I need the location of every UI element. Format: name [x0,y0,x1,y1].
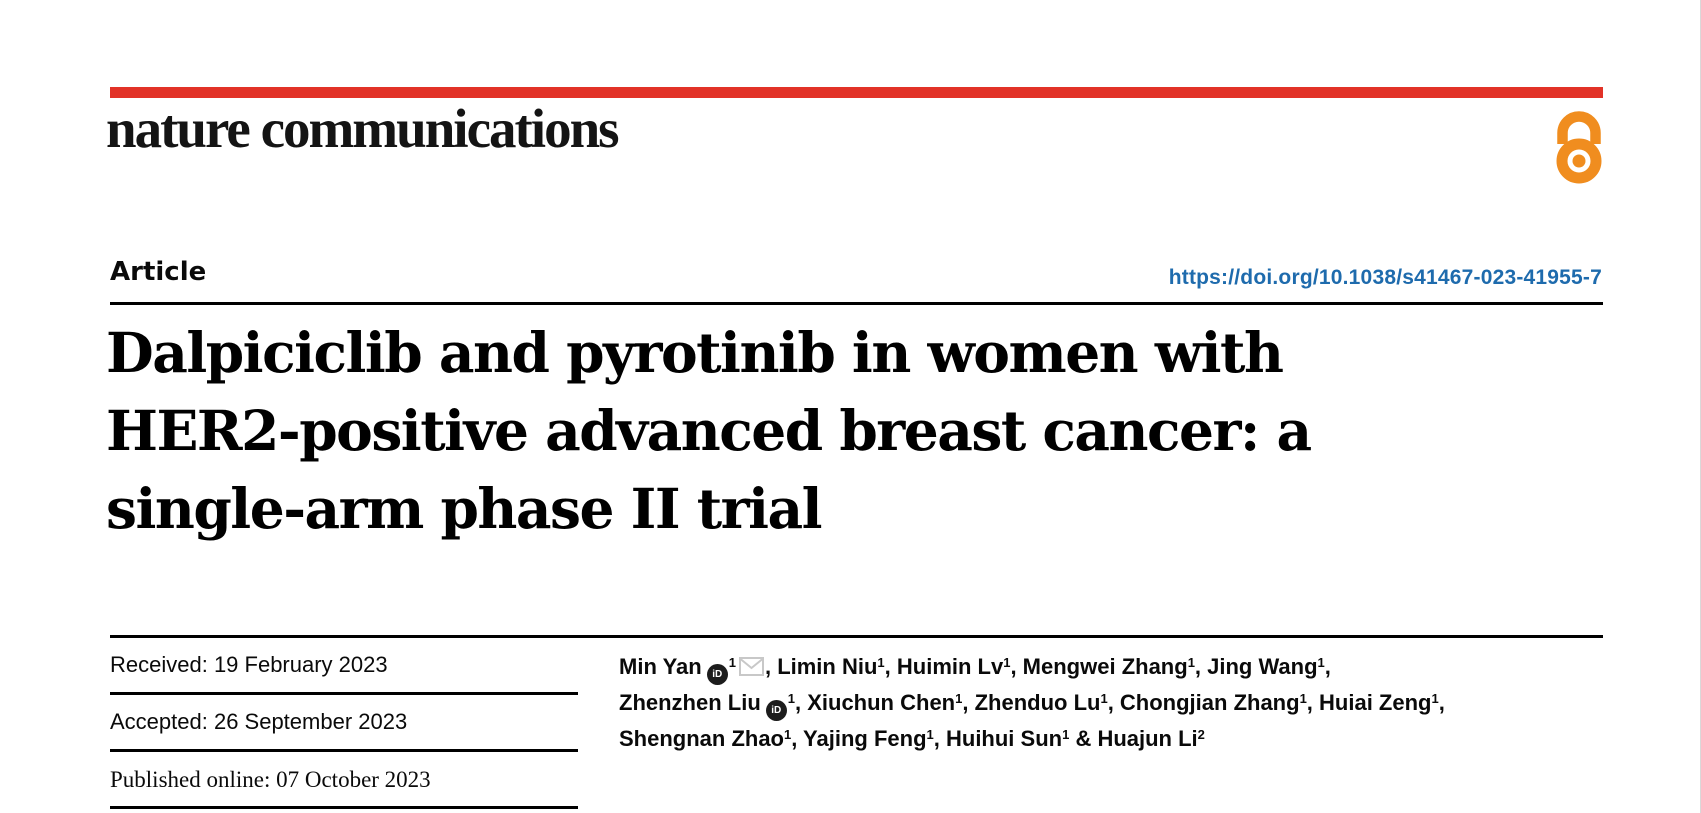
author-name-text: , Huiai Zeng [1306,690,1432,715]
dates-rule-3 [110,806,578,809]
article-type-label: Article [110,257,207,287]
author-line: Shengnan Zhao1, Yajing Feng1, Huihui Sun… [619,717,1445,753]
affiliation-superscript: 1 [1003,655,1011,670]
dates-rule-2 [110,749,578,752]
author-name-text: , Limin Niu [764,654,878,679]
author-name-text: , Mengwei Zhang [1010,654,1188,679]
title-block-rule [110,635,1603,638]
padlock-keyhole [1572,154,1586,168]
title-line-1: Dalpiciclib and pyrotinib in women with [106,320,1284,385]
affiliation-superscript: 1 [1317,655,1325,670]
author-name-text: & Huajun Li [1069,726,1198,751]
email-envelope-icon[interactable] [738,657,764,676]
title-line-2: HER2-positive advanced breast cancer: a [106,398,1312,463]
affiliation-superscript: 1 [784,727,792,742]
open-access-icon [1556,111,1602,184]
affiliation-superscript: 1 [1187,655,1195,670]
title-line-3: single-arm phase II trial [106,476,823,541]
received-date: Received: 19 February 2023 [110,652,388,677]
author-name-text: , [1324,654,1331,679]
accepted-date: Accepted: 26 September 2023 [110,709,408,734]
affiliation-superscript: 1 [955,691,963,706]
affiliation-superscript: 1 [1299,691,1307,706]
author-name-text: , Chongjian Zhang [1107,690,1300,715]
affiliation-superscript: 1 [1062,727,1070,742]
author-name-text: , Huimin Lv [884,654,1004,679]
author-name-text: , Xiuchun Chen [795,690,956,715]
affiliation-superscript: 1 [877,655,885,670]
author-list: Min Yan iD1, Limin Niu1, Huimin Lv1, Meng… [619,645,1445,753]
published-date: Published online: 07 October 2023 [110,767,431,792]
author-line: Min Yan iD1, Limin Niu1, Huimin Lv1, Meng… [619,645,1445,685]
affiliation-superscript: 1 [926,727,934,742]
author-name-text: , Huihui Sun [933,726,1063,751]
doi-link[interactable]: https://doi.org/10.1038/s41467-023-41955… [1168,266,1602,289]
affiliation-superscript: 1 [1100,691,1108,706]
author-name-text: , Yajing Feng [791,726,927,751]
affiliation-superscript: 1 [728,655,736,670]
affiliation-superscript: 2 [1197,727,1205,742]
author-name-text: Shengnan Zhao [619,726,784,751]
padlock-body [1556,138,1602,184]
author-name-text: , [1438,690,1445,715]
author-name-text: Min Yan [619,654,702,679]
orcid-id-icon[interactable]: iD [706,664,728,685]
dates-rule-1 [110,692,578,695]
author-name-text: , Jing Wang [1194,654,1318,679]
affiliation-superscript: 1 [1431,691,1439,706]
header-rule [110,302,1603,305]
padlock-shackle [1557,111,1601,144]
orcid-id-icon[interactable]: iD [765,700,787,721]
author-line: Zhenzhen Liu iD1, Xiuchun Chen1, Zhenduo … [619,681,1445,721]
affiliation-superscript: 1 [787,691,795,706]
author-name-text: Zhenzhen Liu [619,690,761,715]
paper-title: Dalpiciclib and pyrotinib in women with … [106,314,1312,548]
author-name-text: , Zhenduo Lu [962,690,1101,715]
journal-accent-bar [110,87,1603,98]
journal-logo: nature communications [106,98,620,159]
